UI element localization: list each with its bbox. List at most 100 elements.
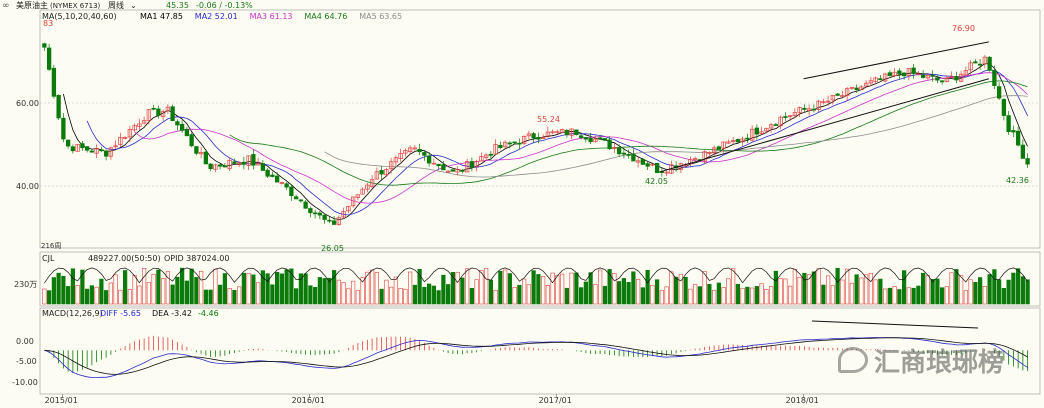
candle	[141, 116, 147, 125]
macd-y-tick-0: 0.00	[16, 337, 34, 346]
candle	[996, 82, 1002, 101]
macd-y-tick-5: -5.00	[16, 357, 37, 366]
candle	[493, 139, 498, 156]
candle	[906, 68, 912, 81]
volume-bar	[127, 289, 132, 305]
candle	[151, 104, 156, 111]
candle	[816, 99, 821, 113]
candle	[806, 104, 812, 116]
volume-bar	[906, 287, 911, 305]
volume-bar	[959, 275, 964, 305]
chevron-down-icon[interactable]: ⌄	[130, 1, 137, 10]
candle	[735, 138, 741, 143]
candle	[89, 148, 95, 153]
volume-bar	[408, 271, 413, 305]
annotation-peak-2018: 76.90	[952, 24, 975, 33]
candle	[977, 58, 983, 70]
volume-bar	[289, 268, 294, 305]
candle	[146, 108, 152, 125]
x-tick-label: 2015/01	[45, 396, 78, 404]
volume-bar	[180, 267, 185, 305]
volume-bar	[816, 268, 821, 305]
macd-diff: DIFF -5.65	[100, 309, 141, 318]
volume-bar	[697, 286, 702, 305]
candle	[236, 161, 242, 168]
candle	[217, 163, 223, 170]
candle	[436, 163, 441, 170]
volume-bar	[683, 276, 688, 305]
volume-bar	[208, 289, 213, 305]
volume-bar	[731, 268, 736, 305]
volume-bar	[189, 268, 194, 305]
macd-y-tick-10: -10.00	[12, 378, 38, 387]
volume-bar	[621, 278, 626, 305]
volume-bar	[1025, 279, 1030, 305]
volume-bar	[925, 275, 930, 305]
volume-bar	[560, 273, 565, 305]
period-select[interactable]: 周线	[108, 0, 124, 10]
volume-bar	[61, 275, 66, 305]
volume-bar	[170, 284, 175, 305]
bar-count-label: 216周	[41, 242, 61, 250]
volume-bar	[161, 278, 166, 305]
volume-bar	[403, 288, 408, 305]
candlesticks	[42, 42, 1030, 226]
volume-bar	[436, 290, 441, 305]
candle	[113, 140, 118, 149]
candle	[46, 43, 52, 72]
candle	[645, 162, 650, 170]
volume-bar	[85, 288, 90, 305]
volume-bar	[588, 272, 593, 305]
candle	[184, 126, 190, 137]
volume-bar	[441, 274, 446, 305]
volume-bar	[645, 270, 650, 305]
volume-bar	[873, 279, 878, 305]
volume-bar	[450, 272, 455, 305]
volume-bar	[754, 286, 759, 305]
volume-bar	[707, 284, 712, 305]
volume-bar	[374, 272, 379, 305]
volume-bar	[569, 272, 574, 305]
volume-bar	[427, 283, 432, 305]
ma-legend-item: MA4 64.76	[304, 12, 347, 21]
volume-bar	[265, 273, 270, 305]
candle	[821, 98, 826, 105]
volume-bar	[51, 277, 56, 305]
candle	[716, 145, 722, 151]
annotation-low-2017: 42.05	[645, 177, 668, 186]
annotation-last-low: 42.36	[1006, 176, 1029, 185]
candle	[773, 122, 779, 126]
candle	[835, 93, 840, 97]
candle	[103, 149, 109, 161]
volume-bar	[275, 271, 280, 305]
annotation-peak-2017: 55.24	[537, 115, 560, 124]
candle	[1001, 97, 1007, 121]
volume-bar	[256, 282, 261, 305]
volume-bar	[940, 287, 945, 305]
candle	[1011, 125, 1016, 138]
volume-bar	[541, 276, 546, 305]
candle	[868, 76, 874, 87]
moving-average-lines	[63, 63, 1028, 220]
candle	[635, 157, 641, 168]
candle	[1006, 110, 1011, 135]
volume-bar	[526, 284, 531, 305]
candle	[640, 157, 646, 165]
candle	[255, 157, 261, 166]
candle	[778, 115, 783, 130]
volume-bar	[859, 277, 864, 305]
volume-bar	[175, 276, 180, 305]
volume-bar	[446, 284, 451, 305]
volume-bar	[978, 277, 983, 305]
candle	[754, 124, 760, 140]
volume-bar	[783, 278, 788, 305]
candle	[498, 141, 503, 150]
volume-bar	[664, 286, 669, 305]
volume-bar	[878, 278, 883, 305]
candle	[365, 182, 370, 193]
volume-bar	[617, 281, 622, 305]
volume-bar	[165, 271, 170, 305]
volume-bar	[393, 276, 398, 305]
candle	[232, 158, 237, 165]
